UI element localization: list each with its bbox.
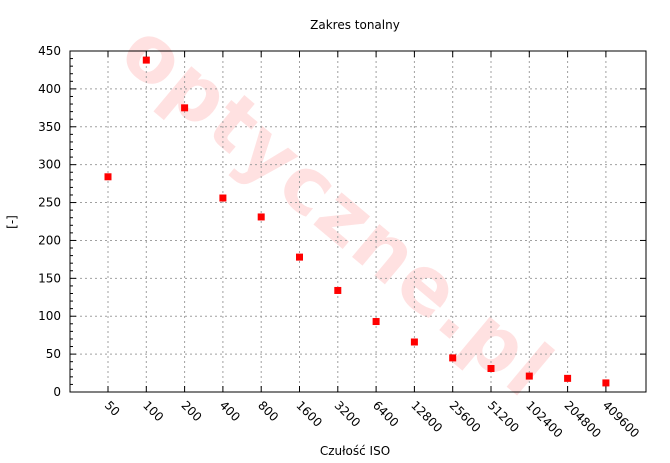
grid-lines (70, 51, 646, 392)
data-point (525, 372, 533, 380)
data-point (296, 253, 303, 261)
x-tick-label: 102400 (523, 398, 565, 440)
data-point (372, 318, 380, 326)
y-tick-label: 350 (38, 120, 61, 134)
data-point (487, 365, 495, 373)
y-tick-label: 300 (38, 158, 61, 172)
x-tick-label: 100 (140, 398, 166, 424)
y-tick-label: 450 (38, 44, 61, 58)
x-tick-label: 3200 (332, 398, 363, 429)
data-point (181, 104, 189, 112)
y-tick-label: 200 (38, 233, 61, 247)
data-point (219, 194, 227, 202)
y-tick-label: 100 (38, 309, 61, 323)
data-point (104, 173, 112, 181)
x-tick-label: 6400 (370, 398, 401, 429)
x-tick-label: 200 (178, 398, 204, 424)
x-tick-label: 25600 (447, 398, 484, 435)
y-tick-label: 0 (53, 385, 61, 399)
x-tick-label: 400 (217, 398, 243, 424)
y-tick-label: 250 (38, 196, 61, 210)
x-tick-label: 800 (255, 398, 281, 424)
y-tick-label: 400 (38, 82, 61, 96)
data-point (334, 286, 342, 294)
x-tick-label: 204800 (561, 398, 603, 440)
data-point (602, 379, 610, 387)
y-axis-ticks: 0 50 100 150 200 250 300 350 400 450 (38, 44, 646, 399)
data-point (564, 374, 572, 382)
x-tick-label: 409600 (600, 398, 642, 440)
x-tick-label: 50 (102, 398, 123, 419)
x-tick-label: 12800 (408, 398, 445, 435)
data-point (142, 56, 150, 64)
data-series (104, 56, 610, 387)
x-tick-label: 1600 (293, 398, 324, 429)
plot-frame (69, 50, 647, 393)
chart-title: Zakres tonalny (310, 18, 400, 32)
data-point (257, 213, 265, 221)
y-axis-label: [-] (5, 215, 19, 229)
x-axis-label: Czułość ISO (320, 444, 390, 458)
y-tick-label: 150 (38, 271, 61, 285)
data-point (410, 338, 418, 346)
data-point (449, 354, 457, 362)
y-tick-label: 50 (46, 347, 61, 361)
